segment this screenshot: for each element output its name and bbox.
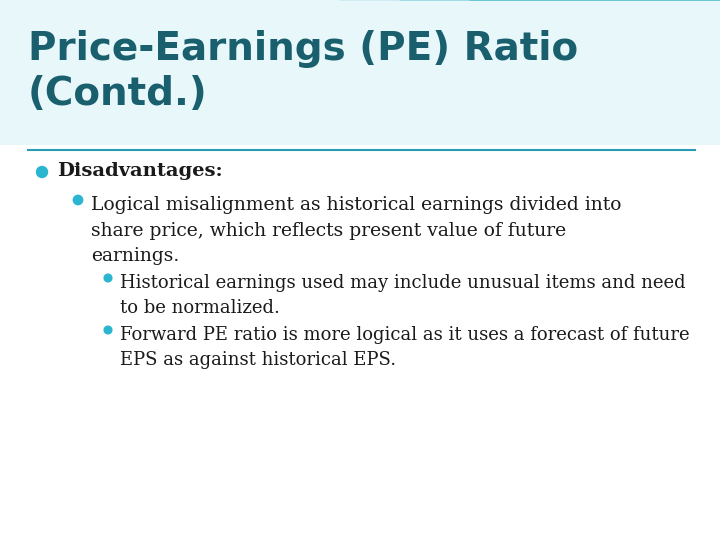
- Text: Disadvantages:: Disadvantages:: [57, 162, 222, 180]
- FancyBboxPatch shape: [0, 145, 720, 540]
- Text: Price-Earnings (PE) Ratio: Price-Earnings (PE) Ratio: [28, 30, 578, 68]
- FancyBboxPatch shape: [0, 0, 720, 150]
- Text: Forward PE ratio is more logical as it uses a forecast of future
EPS as against : Forward PE ratio is more logical as it u…: [120, 326, 690, 369]
- Text: Logical misalignment as historical earnings divided into
share price, which refl: Logical misalignment as historical earni…: [91, 196, 621, 265]
- Circle shape: [104, 274, 112, 282]
- Circle shape: [37, 166, 48, 178]
- Circle shape: [73, 195, 83, 205]
- Text: (Contd.): (Contd.): [28, 75, 208, 113]
- Circle shape: [104, 326, 112, 334]
- Text: Historical earnings used may include unusual items and need
to be normalized.: Historical earnings used may include unu…: [120, 274, 685, 317]
